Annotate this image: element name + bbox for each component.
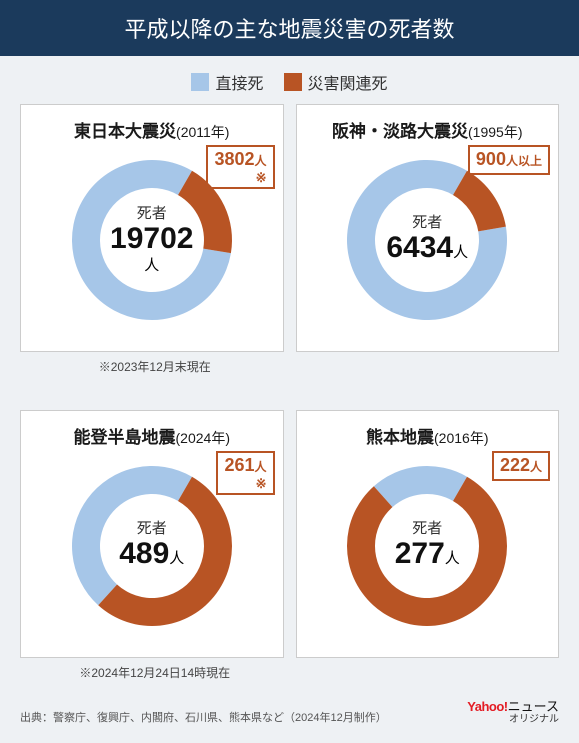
panel-note	[290, 658, 560, 680]
panel-note: ※2023年12月末現在	[20, 352, 290, 374]
legend-label-direct: 直接死	[215, 70, 263, 94]
panel-note	[290, 352, 560, 374]
footer: 出典：警察庁、復興庁、内閣府、石川県、熊本県など（2024年12月制作） Yah…	[0, 686, 579, 731]
panel-cell: 能登半島地震(2024年) 261人 ※ 死者 489人 ※2024年12月24…	[20, 410, 290, 686]
callout-unit: 人	[254, 154, 266, 168]
donut-center: 死者 277人	[395, 520, 460, 572]
legend-item-related: 災害関連死	[284, 70, 388, 94]
panel-title: 能登半島地震(2024年)	[29, 423, 275, 448]
panel-cell: 熊本地震(2016年) 222人 ※ 死者 277人	[290, 410, 560, 686]
brand-original: オリジナル	[467, 714, 559, 725]
panel-grid: 東日本大震災(2011年) 3802人 ※ 死者 19702人 ※2023年12…	[0, 104, 579, 686]
donut-wrap: 死者 6434人	[337, 150, 517, 330]
panel-title: 阪神・淡路大震災(1995年)	[305, 117, 551, 142]
callout-suffix: 以上	[518, 154, 542, 168]
panel-title-text: 能登半島地震	[74, 428, 176, 447]
callout-unit: 人	[254, 460, 266, 474]
center-number: 19702	[110, 222, 193, 255]
legend-swatch-related	[284, 73, 302, 91]
callout-unit: 人	[530, 460, 542, 474]
donut-panel: 東日本大震災(2011年) 3802人 ※ 死者 19702人	[20, 104, 284, 352]
panel-title-text: 熊本地震	[366, 428, 434, 447]
panel-title: 熊本地震(2016年)	[305, 423, 551, 448]
page-title: 平成以降の主な地震災害の死者数	[124, 17, 454, 42]
page-title-bar: 平成以降の主な地震災害の死者数	[0, 0, 579, 56]
source-text: 出典：警察庁、復興庁、内閣府、石川県、熊本県など（2024年12月制作）	[20, 709, 387, 725]
infographic-page: 平成以降の主な地震災害の死者数 直接死 災害関連死 東日本大震災(2011年) …	[0, 0, 579, 743]
panel-cell: 阪神・淡路大震災(1995年) 900人以上 ※ 死者 6434人	[290, 104, 560, 380]
center-number: 277	[395, 537, 445, 570]
panel-title: 東日本大震災(2011年)	[29, 117, 275, 142]
legend: 直接死 災害関連死	[0, 56, 579, 104]
legend-swatch-direct	[191, 73, 209, 91]
donut-panel: 阪神・淡路大震災(1995年) 900人以上 ※ 死者 6434人	[296, 104, 560, 352]
center-number: 6434	[386, 231, 453, 264]
center-label: 死者	[107, 205, 197, 222]
donut-center: 死者 19702 人	[107, 205, 197, 275]
legend-item-direct: 直接死	[191, 70, 263, 94]
center-label: 死者	[395, 520, 460, 537]
center-label: 死者	[119, 520, 184, 537]
donut-wrap: 死者 19702 人	[62, 150, 242, 330]
brand-yahoo: Yahoo!	[467, 699, 507, 714]
panel-cell: 東日本大震災(2011年) 3802人 ※ 死者 19702人 ※2023年12…	[20, 104, 290, 380]
center-unit: 人	[445, 550, 460, 567]
donut-panel: 能登半島地震(2024年) 261人 ※ 死者 489人	[20, 410, 284, 658]
panel-title-text: 東日本大震災	[74, 122, 176, 141]
donut-center: 死者 489人	[119, 520, 184, 572]
donut-center: 死者 6434人	[386, 214, 468, 266]
brand: Yahoo!ニュース オリジナル	[467, 700, 559, 725]
donut-wrap: 死者 277人	[337, 456, 517, 636]
panel-title-year: (2011年)	[176, 124, 229, 140]
donut-panel: 熊本地震(2016年) 222人 ※ 死者 277人	[296, 410, 560, 658]
center-label: 死者	[386, 214, 468, 231]
panel-title-year: (2024年)	[176, 430, 230, 446]
panel-note: ※2024年12月24日14時現在	[20, 658, 290, 680]
panel-title-year: (1995年)	[468, 124, 522, 140]
center-unit: 人	[144, 257, 159, 274]
center-unit: 人	[453, 244, 468, 261]
legend-label-related: 災害関連死	[308, 70, 388, 94]
center-unit: 人	[169, 550, 184, 567]
center-number: 489	[119, 537, 169, 570]
donut-wrap: 死者 489人	[62, 456, 242, 636]
brand-news: ニュース	[508, 699, 559, 714]
panel-title-year: (2016年)	[434, 430, 488, 446]
panel-title-text: 阪神・淡路大震災	[332, 122, 468, 141]
